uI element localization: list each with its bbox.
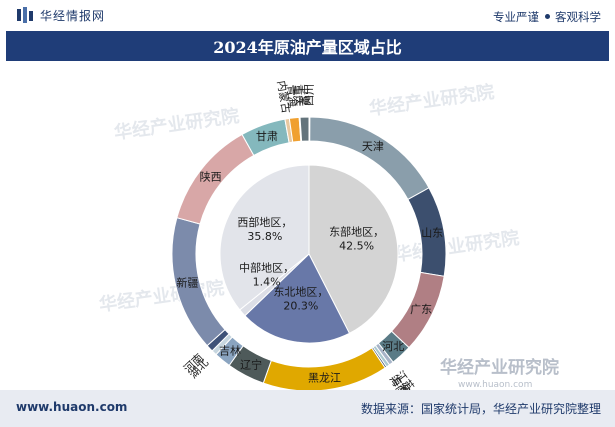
inner-slice: [219, 164, 310, 311]
watermark-bottom-right: 华经产业研究院 www.huaon.com: [440, 357, 559, 390]
outer-slice-label: 青海: [284, 84, 300, 107]
brand-logo-icon: [17, 7, 33, 23]
outer-ring: [171, 116, 447, 390]
brand-name: 华经情报网: [40, 8, 106, 23]
tagline: 专业严谨 客观科学: [493, 9, 601, 25]
footer: www.huaon.com 数据来源：国家统计局，华经产业研究院整理: [0, 390, 615, 427]
outer-slice-label: 山东: [421, 226, 443, 239]
outer-slice-label: 重庆: [291, 84, 306, 107]
top-bar: 华经情报网 专业严谨 客观科学: [0, 0, 615, 30]
data-source: 数据来源：国家统计局，华经产业研究院整理: [360, 402, 601, 416]
outer-slice-label: 河北: [382, 340, 404, 353]
inner-slice-label: 西部地区，: [237, 215, 292, 229]
watermark-url: www.huaon.com: [458, 380, 532, 390]
outer-slice-label: 四川: [303, 84, 316, 106]
outer-slice-label: 陕西: [200, 169, 222, 183]
outer-slice-label: 宁夏: [297, 84, 312, 106]
inner-slice-label: 中部地区，: [239, 260, 294, 274]
chart-title: 2024年原油产量区域占比: [213, 38, 402, 57]
outer-slice-label: 辽宁: [240, 357, 262, 371]
inner-labels: 东部地区，42.5% 东北地区，20.3% 中部地区，1.4% 西部地区，35.8%: [237, 215, 384, 312]
watermark-text: 华经产业研究院: [393, 227, 521, 266]
outer-slice-label: 新疆: [176, 275, 198, 289]
separator-dot-icon: [545, 14, 550, 19]
outer-slice-label: 甘肃: [256, 130, 278, 143]
footer-site-link[interactable]: www.huaon.com: [16, 400, 128, 414]
title-bar: 2024年原油产量区域占比: [6, 31, 609, 61]
inner-slice-value: 1.4%: [253, 275, 281, 288]
inner-slice-value: 42.5%: [339, 240, 374, 253]
brand[interactable]: 华经情报网: [16, 6, 105, 24]
inner-slice-value: 20.3%: [283, 299, 318, 312]
outer-slice-label: 广东: [410, 303, 432, 316]
outer-slice: [299, 116, 310, 142]
donut-chart: 华经产业研究院 华经产业研究院 华经产业研究院 华经产业研究院 四川天津山东广东…: [98, 80, 559, 390]
watermark-text: 华经产业研究院: [113, 105, 241, 144]
inner-slice-label: 东北地区，: [273, 285, 328, 298]
outer-slice-label: 吉林: [219, 343, 241, 357]
watermark-text: 华经产业研究院: [368, 81, 496, 120]
inner-slice: [308, 164, 399, 334]
tagline-left: 专业严谨: [493, 10, 539, 24]
inner-slice-value: 35.8%: [247, 230, 282, 243]
outer-slice-label: 黑龙江: [308, 372, 341, 385]
inner-pie: [219, 164, 399, 344]
outer-slice-label: 内蒙古: [275, 80, 294, 115]
watermark-text: 华经产业研究院: [440, 357, 559, 378]
inner-slice: [244, 253, 351, 344]
outer-slice-label: 天津: [362, 140, 384, 153]
tagline-right: 客观科学: [555, 10, 601, 24]
inner-slice-label: 东部地区，: [329, 225, 384, 239]
